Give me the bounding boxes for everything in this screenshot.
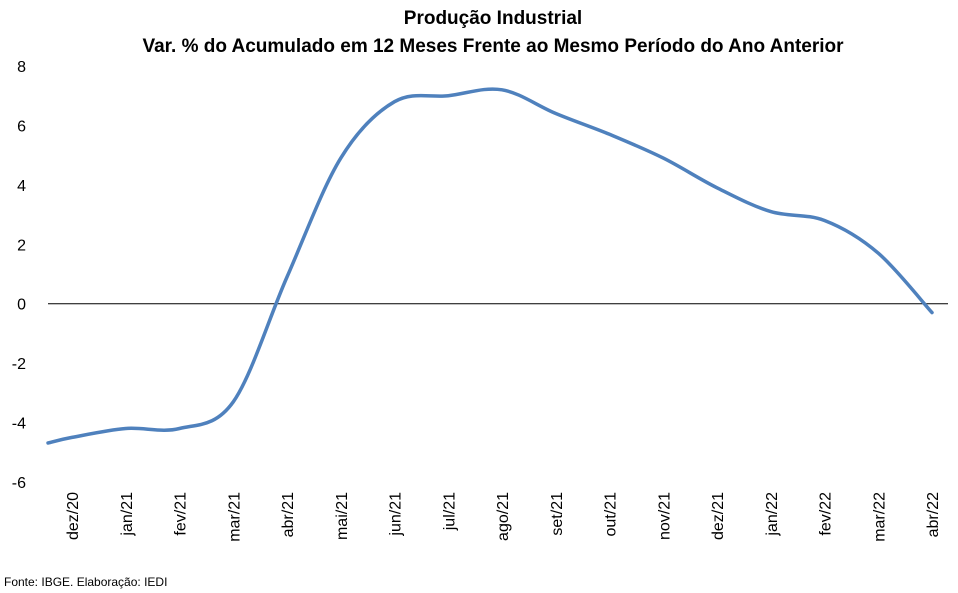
chart-title: Produção Industrial [404,8,582,29]
x-tick-label: out/21 [603,492,620,537]
y-tick-label: 2 [17,237,26,254]
y-tick-label: 8 [17,59,26,76]
source-note: Fonte: IBGE. Elaboração: IEDI [4,575,167,589]
series-layer [46,87,934,445]
x-tick-label: mai/21 [334,492,351,540]
chart-subtitle: Var. % do Acumulado em 12 Meses Frente a… [142,36,844,57]
y-tick-label: 6 [17,118,26,135]
x-tick-label: set/21 [549,492,566,536]
x-tick-label: mar/21 [226,492,243,542]
y-tick-label: -4 [12,416,26,433]
y-tick-label: 4 [17,178,26,195]
y-tick-label: 0 [17,297,26,314]
x-tick-label: fev/22 [818,492,835,536]
x-tick-label: dez/21 [710,492,727,540]
x-tick-label: mar/22 [871,492,888,542]
x-tick-label: nov/21 [656,492,673,540]
x-tick-label: fev/21 [173,492,190,536]
x-tick-label: jul/21 [441,492,458,531]
x-tick-label: jan/22 [764,492,781,537]
x-tick-label: abr/21 [280,492,297,537]
y-tick-label: -6 [12,475,26,492]
x-tick-label: ago/21 [495,492,512,541]
x-axis: dez/20 jan/21 fev/21 mar/21 abr/21 mai/21 jun/… [65,492,942,542]
y-axis: 8 6 4 2 0 -2 -4 -6 [12,59,26,492]
x-tick-label: abr/22 [925,492,942,537]
x-tick-label: jun/21 [388,492,405,537]
y-tick-label: -2 [12,356,26,373]
x-tick-label: dez/20 [65,492,82,540]
series-line [46,87,934,445]
x-tick-label: jan/21 [119,492,136,537]
